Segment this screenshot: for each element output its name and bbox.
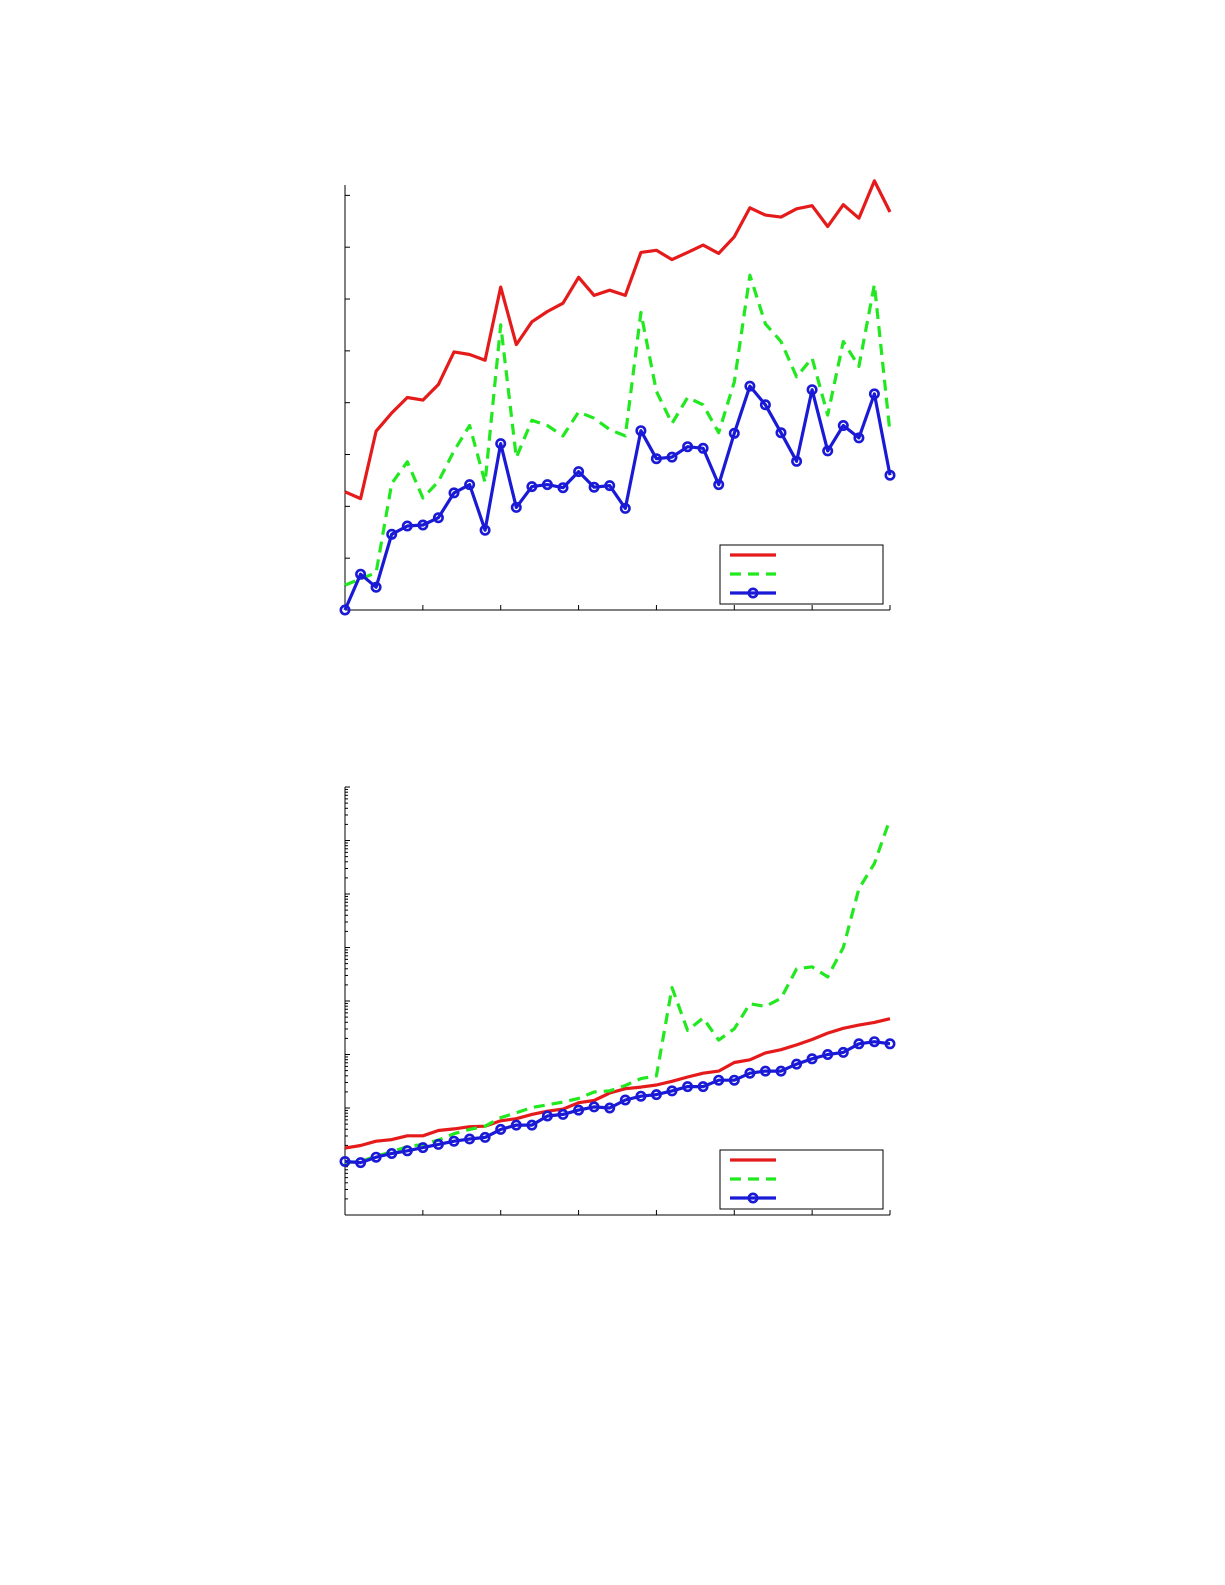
series-3-point [744, 380, 756, 392]
axes-top [344, 185, 891, 611]
series-3-point [666, 1085, 678, 1097]
series-3-point [806, 1053, 818, 1065]
series-3-point [464, 1133, 476, 1145]
chart-top [339, 179, 896, 616]
series-3-point [479, 524, 491, 536]
series-3-point [355, 1157, 367, 1169]
series-3-point [557, 482, 569, 494]
series-3-point [806, 384, 818, 396]
series-3-point [526, 481, 538, 493]
series-3-point [526, 1119, 538, 1131]
series-3-point [448, 1135, 460, 1147]
series-3-point [775, 1065, 787, 1077]
series-3-point [619, 1094, 631, 1106]
series-3-point [759, 1065, 771, 1077]
series-group-bottom [339, 818, 896, 1169]
series-3-point [822, 1049, 834, 1061]
series-3-point [635, 425, 647, 437]
series-3-point [868, 388, 880, 400]
series-3-point [479, 1131, 491, 1143]
series-3-point [853, 432, 865, 444]
series-3-point [510, 1119, 522, 1131]
legend-top [719, 544, 884, 605]
series-3-point [588, 481, 600, 493]
series-3-point [432, 512, 444, 524]
series-3-point [339, 604, 351, 616]
legend-sample-marker-3 [747, 1192, 759, 1204]
series-3-point [495, 438, 507, 450]
series-3-point [573, 1104, 585, 1116]
series-3-point [355, 568, 367, 580]
series-3-point [791, 455, 803, 467]
series-line-3 [343, 384, 892, 611]
series-3-point [401, 1145, 413, 1157]
series-3-point [666, 451, 678, 463]
series-3-point [401, 520, 413, 532]
series-3-point [682, 1081, 694, 1093]
series-3-point [775, 427, 787, 439]
legend-sample-marker-3 [747, 587, 759, 599]
series-3-point [495, 1123, 507, 1135]
series-3-point [417, 1142, 429, 1154]
series-3-point [386, 1148, 398, 1160]
series-3-point [573, 466, 585, 478]
series-3-point [604, 480, 616, 492]
series-3-point [619, 502, 631, 514]
series-3-point [853, 1038, 865, 1050]
series-3-point [386, 528, 398, 540]
series-3-point [697, 442, 709, 454]
series-3-point [588, 1101, 600, 1113]
series-3-point [697, 1081, 709, 1093]
series-3-point [464, 479, 476, 491]
series-3-point [884, 469, 896, 481]
series-line-1 [344, 1017, 891, 1150]
series-line-1 [344, 179, 892, 501]
series-3-point [713, 1074, 725, 1086]
series-3-point [557, 1108, 569, 1120]
series-3-point [650, 453, 662, 465]
series-3-point [370, 1151, 382, 1163]
series-3-point [837, 419, 849, 431]
chart-bottom [339, 786, 896, 1216]
series-3-point [822, 445, 834, 457]
series-3-point [541, 1110, 553, 1122]
series-3-point [728, 1074, 740, 1086]
series-3-point [510, 501, 522, 513]
series-line-3 [344, 1040, 891, 1165]
series-3-point [791, 1058, 803, 1070]
series-3-point [837, 1046, 849, 1058]
series-group-top [339, 179, 896, 616]
series-3-point [650, 1089, 662, 1101]
series-3-point [759, 399, 771, 411]
series-3-point [744, 1067, 756, 1079]
series-line-2 [344, 273, 892, 587]
series-3-point [635, 1090, 647, 1102]
series-3-point [682, 441, 694, 453]
series-3-point [884, 1038, 896, 1050]
series-3-point [370, 581, 382, 593]
series-3-point [339, 1156, 351, 1168]
legend-bottom [719, 1149, 884, 1210]
series-3-point [728, 427, 740, 439]
series-3-point [868, 1036, 880, 1048]
series-3-point [541, 479, 553, 491]
series-3-point [713, 479, 725, 491]
series-3-point [604, 1102, 616, 1114]
series-3-point [432, 1138, 444, 1150]
axes-bottom [344, 786, 891, 1216]
series-3-point [448, 487, 460, 499]
series-3-point [417, 519, 429, 531]
